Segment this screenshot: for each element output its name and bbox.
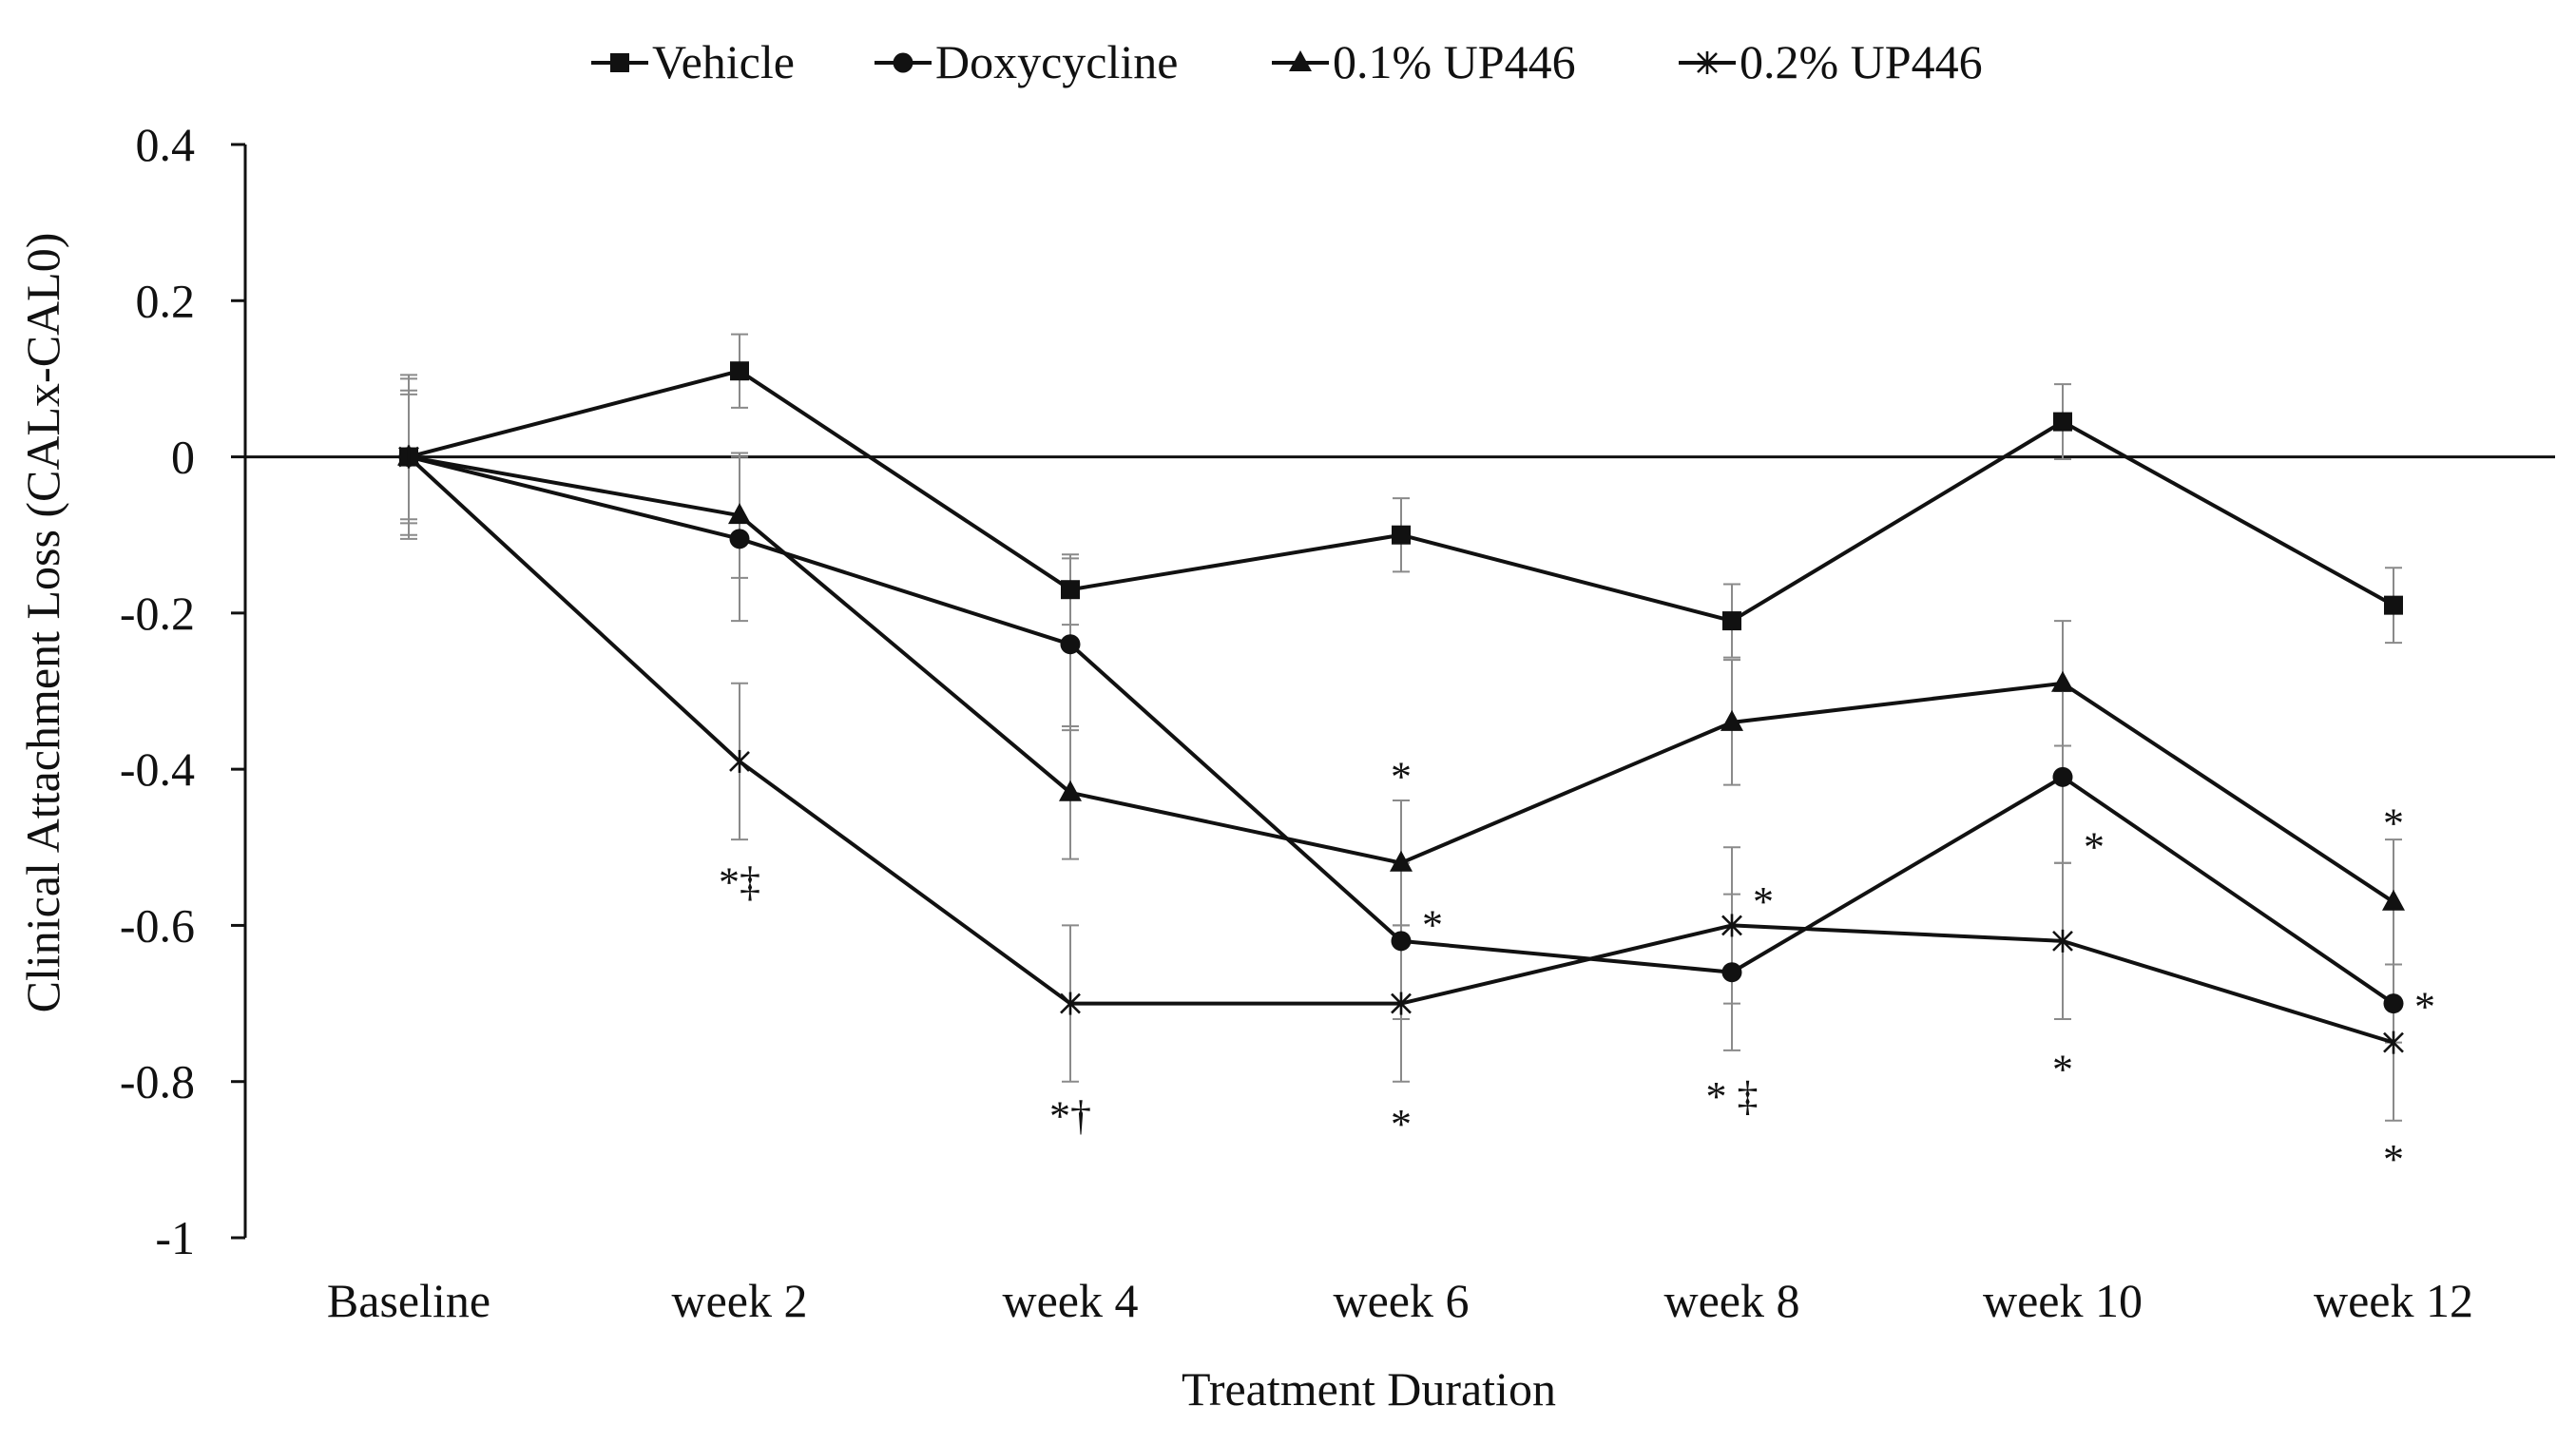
- data-point: [730, 361, 749, 381]
- y-tick-label: -0.2: [120, 587, 195, 640]
- x-tick-label: week 8: [1664, 1274, 1800, 1327]
- data-point: [1722, 611, 1741, 631]
- legend-label: Vehicle: [652, 35, 795, 88]
- legend-marker: [1697, 51, 1718, 74]
- data-point: [2053, 412, 2072, 432]
- data-point: [1390, 850, 1413, 872]
- significance-annotation: *: [2383, 1136, 2404, 1183]
- data-point: [728, 503, 751, 525]
- significance-annotation: *: [2052, 1046, 2073, 1092]
- data-point: [1721, 914, 1742, 937]
- significance-annotation: *: [2084, 823, 2105, 870]
- data-point: [1061, 580, 1080, 600]
- x-tick-label: week 2: [672, 1274, 808, 1327]
- data-point: [2052, 929, 2073, 953]
- annotations: *‡ *† * * * * * ‡ * * * * *: [719, 753, 2435, 1183]
- legend-marker: [1289, 50, 1312, 71]
- data-point: [1391, 931, 1412, 952]
- significance-annotation: *†: [1049, 1093, 1091, 1140]
- x-tick-label: week 4: [1003, 1274, 1139, 1327]
- legend-marker: [893, 52, 913, 73]
- data-point: [2052, 766, 2073, 787]
- legend-marker: [610, 53, 629, 72]
- x-tick-label: week 12: [2314, 1274, 2473, 1327]
- x-tick-label: week 10: [1983, 1274, 2143, 1327]
- significance-annotation: *: [1391, 753, 1412, 800]
- legend-entry: 0.1% UP446: [1272, 35, 1576, 88]
- significance-annotation: *: [1391, 1101, 1412, 1147]
- series-markers: [397, 361, 2405, 1054]
- y-tick-label: -0.6: [120, 898, 195, 952]
- data-point: [1059, 780, 1082, 801]
- y-tick-label: 0.2: [136, 274, 196, 327]
- significance-annotation: *: [2414, 984, 2435, 1031]
- significance-annotation: *: [2383, 800, 2404, 847]
- data-point: [1721, 962, 1742, 983]
- data-point: [2383, 1031, 2404, 1054]
- legend-entry: Doxycycline: [875, 35, 1178, 88]
- data-point: [2382, 889, 2405, 911]
- legend-entry: Vehicle: [591, 35, 795, 88]
- y-tick-label: 0.4: [136, 118, 196, 171]
- y-tick-label: -0.4: [120, 742, 195, 796]
- legend-label: 0.1% UP446: [1333, 35, 1576, 88]
- data-point: [2383, 993, 2404, 1014]
- data-point: [729, 749, 750, 773]
- data-point: [729, 529, 750, 549]
- significance-annotation: * ‡: [1706, 1073, 1759, 1120]
- data-point: [1392, 525, 1411, 545]
- data-point: [1060, 992, 1081, 1015]
- data-point: [1060, 634, 1081, 655]
- y-tick-label: 0: [171, 431, 195, 484]
- legend-label: Doxycycline: [935, 35, 1178, 88]
- data-point: [2384, 595, 2403, 615]
- significance-annotation: *: [1753, 878, 1774, 925]
- x-tick-label: Baseline: [327, 1274, 490, 1327]
- y-axis-label: Clinical Attachment Loss (CALx-CAL0): [16, 233, 69, 1013]
- legend-entry: 0.2% UP446: [1679, 35, 1983, 88]
- legend-label: 0.2% UP446: [1740, 35, 1983, 88]
- data-point: [1721, 709, 1743, 731]
- x-axis-label: Treatment Duration: [1182, 1362, 1556, 1416]
- axes: 0.4 0.2 0 -0.2 -0.4 -0.6 -0.8 -1 Baseline week 2 w…: [120, 118, 2555, 1327]
- data-point: [2051, 670, 2074, 692]
- series-line-vehicle: [408, 369, 2394, 624]
- significance-annotation: *‡: [719, 858, 760, 905]
- y-tick-label: -0.8: [120, 1055, 195, 1108]
- x-tick-label: week 6: [1334, 1274, 1470, 1327]
- significance-annotation: *: [1422, 901, 1443, 948]
- data-point: [1391, 992, 1412, 1015]
- data-point: [398, 445, 419, 469]
- legend: Vehicle Doxycycline 0.1% UP446 0.2% UP446: [591, 35, 1983, 88]
- y-tick-label: -1: [155, 1211, 195, 1264]
